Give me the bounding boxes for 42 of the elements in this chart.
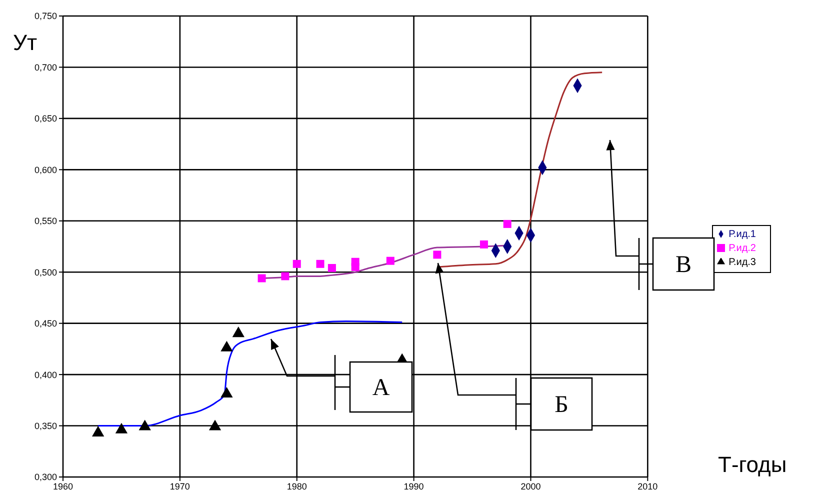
x-tick-label: 1990 [404,481,424,492]
point [115,422,128,434]
y-tick-label: 0,300 [34,472,57,482]
point [92,426,104,436]
x-axis-title: Т-годы [718,452,787,478]
callout-box: В [606,140,715,291]
point [328,264,336,272]
point [351,262,360,271]
point [208,420,222,430]
point [433,250,442,259]
point [258,274,266,282]
y-tick-label: 0,700 [34,62,57,72]
x-tick-label: 2000 [520,481,541,492]
y-tick-label: 0,600 [34,164,57,175]
x-tick-label: 1960 [52,481,74,492]
callout-box: А [270,338,413,413]
annotation: Б [554,392,568,418]
point [232,326,244,338]
y-tick-label: 0,500 [34,267,57,278]
x-tick-label: 1980 [286,481,307,492]
point [480,240,488,248]
point [138,420,151,430]
y-tick-label: 0,450 [34,318,57,329]
point [281,272,290,280]
legend-label: Р.ид.1 [728,228,756,240]
point [503,220,512,228]
point [386,256,394,265]
y-tick-label: 0,400 [34,370,57,380]
y-tick-label: 0,650 [34,114,57,124]
annotation: А [372,375,390,401]
point [292,260,301,268]
y-tick-label: 0,550 [34,216,57,226]
legend-label: Р.ид.3 [728,256,756,268]
point [220,387,233,398]
y-tick-label: 0,350 [34,420,57,431]
x-tick-label: 1970 [170,481,190,492]
point [220,340,233,352]
legend-label: Р.ид.2 [728,242,756,254]
x-tick-label: 2010 [638,481,658,492]
y-axis-title: Ут [13,30,38,56]
y-tick-label: 0,750 [34,11,57,22]
point [316,260,324,268]
